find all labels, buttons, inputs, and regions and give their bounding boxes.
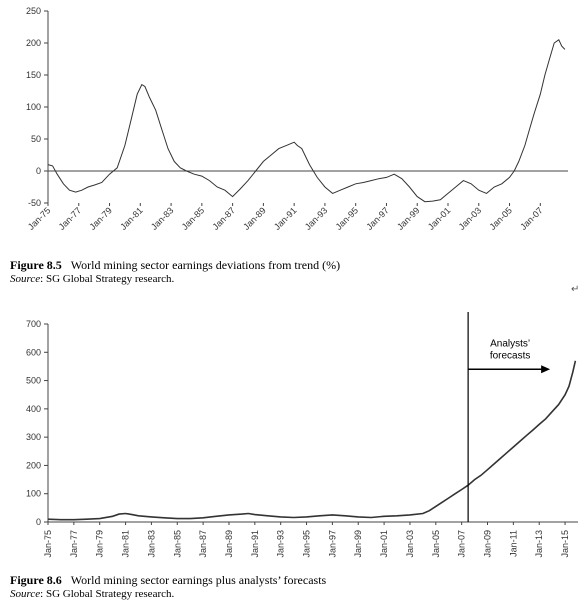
x-tick-label: Jan-87 bbox=[198, 530, 208, 558]
x-tick-label: Jan-83 bbox=[146, 530, 156, 558]
x-tick-label: Jan-75 bbox=[43, 530, 53, 558]
x-tick-label: Jan-79 bbox=[87, 205, 114, 232]
y-tick-label: 0 bbox=[36, 517, 41, 527]
x-tick-label: Jan-99 bbox=[395, 205, 422, 232]
y-tick-label: 200 bbox=[26, 38, 41, 48]
annotation-line-1: Analysts’ bbox=[490, 339, 530, 350]
x-tick-label: Jan-03 bbox=[405, 530, 415, 558]
x-tick-label: Jan-11 bbox=[508, 530, 518, 557]
x-tick-label: Jan-97 bbox=[364, 205, 391, 232]
y-tick-label: -50 bbox=[28, 198, 41, 208]
series-line bbox=[47, 39, 566, 203]
figure-8-5-source-text: : SG Global Strategy research. bbox=[40, 273, 175, 285]
x-tick-label: Jan-95 bbox=[302, 530, 312, 558]
x-tick-label: Jan-91 bbox=[272, 205, 299, 232]
figure-8-5-title: World mining sector earnings deviations … bbox=[70, 258, 341, 272]
x-tick-label: Jan-01 bbox=[379, 530, 389, 558]
x-tick-label: Jan-09 bbox=[483, 530, 493, 558]
x-tick-label: Jan-85 bbox=[180, 205, 207, 232]
figure-8-6-title: World mining sector earnings plus analys… bbox=[70, 573, 327, 587]
y-tick-label: 100 bbox=[26, 102, 41, 112]
y-tick-label: 0 bbox=[36, 166, 41, 176]
x-tick-label: Jan-93 bbox=[303, 205, 330, 232]
x-tick-label: Jan-01 bbox=[426, 205, 453, 232]
x-tick-label: Jan-75 bbox=[26, 205, 53, 232]
x-tick-label: Jan-07 bbox=[518, 205, 545, 232]
y-tick-label: 200 bbox=[26, 460, 41, 470]
x-tick-label: Jan-05 bbox=[431, 530, 441, 558]
x-tick-label: Jan-89 bbox=[241, 205, 268, 232]
paragraph-mark: ↵ bbox=[571, 284, 580, 295]
x-tick-label: Jan-77 bbox=[69, 530, 79, 558]
x-tick-label: Jan-83 bbox=[149, 205, 176, 232]
forecast-arrow-head bbox=[541, 365, 551, 374]
x-tick-label: Jan-05 bbox=[487, 205, 514, 232]
y-tick-label: 300 bbox=[26, 432, 41, 442]
x-tick-label: Jan-13 bbox=[534, 530, 544, 558]
y-tick-label: 50 bbox=[31, 134, 41, 144]
x-tick-label: Jan-89 bbox=[224, 530, 234, 558]
figure-8-5-source-label: Source bbox=[10, 273, 41, 285]
x-tick-label: Jan-81 bbox=[118, 205, 145, 232]
figure-8-6-number: Figure 8.6 bbox=[10, 573, 62, 587]
y-tick-label: 600 bbox=[26, 347, 41, 357]
x-tick-label: Jan-07 bbox=[457, 530, 467, 558]
y-tick-label: 250 bbox=[26, 6, 41, 16]
figure-8-5-number: Figure 8.5 bbox=[10, 258, 62, 272]
y-tick-label: 150 bbox=[26, 70, 41, 80]
x-tick-label: Jan-91 bbox=[250, 530, 260, 558]
y-tick-label: 400 bbox=[26, 404, 41, 414]
figure-8-5-source: Source: SG Global Strategy research. bbox=[10, 273, 174, 286]
series-line bbox=[47, 360, 577, 521]
figure-8-6-source: Source: SG Global Strategy research. bbox=[10, 588, 174, 601]
x-tick-label: Jan-15 bbox=[560, 530, 570, 558]
x-tick-label: Jan-87 bbox=[210, 205, 237, 232]
chart-earnings-forecasts: 0 100 200 300 400 500 600 700 Jan-75 Jan-77 Jan-79… bbox=[26, 312, 578, 558]
x-tick-label: Jan-95 bbox=[334, 205, 361, 232]
x-tick-label: Jan-97 bbox=[327, 530, 337, 558]
figure-8-6-source-text: : SG Global Strategy research. bbox=[40, 588, 175, 600]
y-tick-label: 500 bbox=[26, 376, 41, 386]
y-tick-label: 700 bbox=[26, 319, 41, 329]
figure-8-6-source-label: Source bbox=[10, 588, 41, 600]
x-tick-label: Jan-81 bbox=[121, 530, 131, 558]
x-tick-label: Jan-77 bbox=[57, 205, 84, 232]
x-tick-label: Jan-03 bbox=[457, 205, 484, 232]
figure-8-5-caption: Figure 8.5 World mining sector earnings … bbox=[10, 258, 340, 272]
y-tick-label: 100 bbox=[26, 489, 41, 499]
x-tick-label: Jan-99 bbox=[353, 530, 363, 558]
figure-8-6-caption: Figure 8.6 World mining sector earnings … bbox=[10, 573, 326, 587]
x-tick-label: Jan-79 bbox=[95, 530, 105, 558]
x-tick-label: Jan-93 bbox=[276, 530, 286, 558]
annotation-line-2: forecasts bbox=[490, 351, 531, 362]
x-tick-label: Jan-85 bbox=[172, 530, 182, 558]
